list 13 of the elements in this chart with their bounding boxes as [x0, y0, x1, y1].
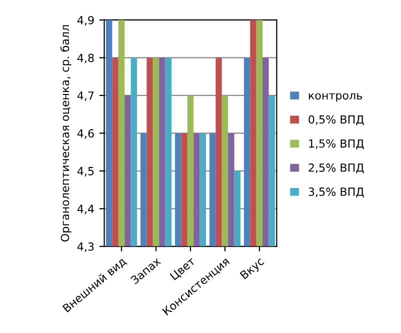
y-tick-label: 4,9	[77, 16, 94, 26]
y-tick-label: 4,4	[77, 204, 94, 214]
y-tick-label: 4,8	[77, 54, 94, 64]
y-tick-label: 4,6	[77, 129, 94, 139]
legend-label: контроль	[308, 93, 362, 102]
legend-label: 3,5% ВПД	[308, 188, 364, 198]
legend-label: 0,5% ВПД	[308, 115, 364, 126]
y-tick-label: 4,7	[77, 92, 94, 101]
y-tick-label: 4,5	[77, 167, 94, 176]
y-tick-label: 4,3	[77, 242, 94, 252]
legend-label: 2,5% ВПД	[308, 163, 364, 174]
legend-label: 1,5% ВПД	[309, 139, 364, 150]
y-axis-title: Органолептическая оценка, ср. балл	[60, 25, 72, 242]
